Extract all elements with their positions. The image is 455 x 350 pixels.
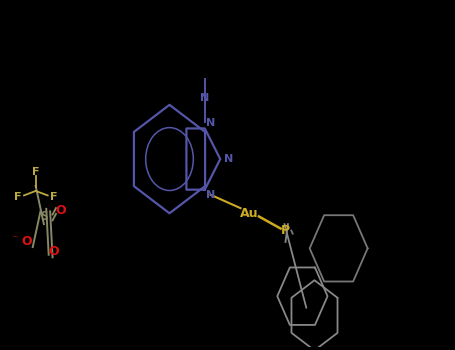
Text: O: O bbox=[48, 245, 59, 258]
Text: N: N bbox=[207, 190, 216, 200]
Text: F: F bbox=[50, 193, 57, 202]
Text: O: O bbox=[56, 204, 66, 217]
Text: F: F bbox=[32, 167, 40, 177]
Text: P: P bbox=[281, 224, 290, 237]
Text: ⁻: ⁻ bbox=[12, 234, 17, 244]
Text: Au: Au bbox=[240, 207, 258, 220]
Text: N: N bbox=[200, 93, 209, 104]
Text: F: F bbox=[15, 193, 22, 202]
Text: O: O bbox=[22, 236, 32, 248]
Text: N: N bbox=[224, 154, 233, 164]
Text: N: N bbox=[207, 118, 216, 128]
Text: S: S bbox=[40, 210, 48, 223]
